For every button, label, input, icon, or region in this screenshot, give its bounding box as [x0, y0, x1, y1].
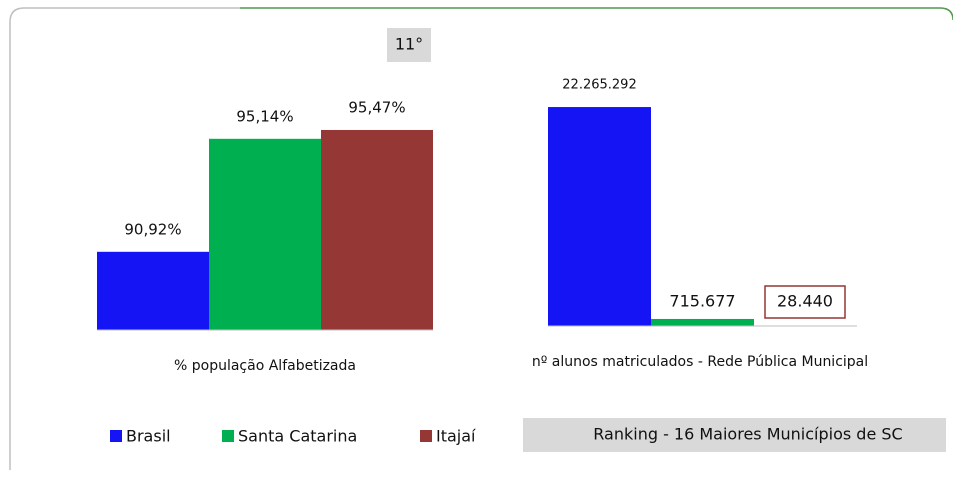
- bar: [209, 138, 321, 330]
- value-label: 28.440: [777, 292, 833, 311]
- ranking-box: [523, 418, 946, 452]
- value-label: 90,92%: [124, 220, 181, 238]
- frame-top: [240, 7, 953, 21]
- badge: 11°: [395, 35, 423, 54]
- value-label: 95,47%: [348, 98, 405, 116]
- bar: [651, 318, 754, 326]
- highlight-box: [764, 285, 846, 319]
- legend-swatch: [110, 430, 122, 442]
- badge-box: [387, 28, 431, 62]
- frame-left: [9, 7, 240, 470]
- ranking: Ranking - 16 Maiores Municípios de SC: [593, 425, 902, 444]
- bar: [97, 251, 209, 330]
- value-label: 715.677: [669, 292, 735, 311]
- legend-label: Brasil: [126, 427, 171, 446]
- legend-label: Santa Catarina: [238, 427, 357, 446]
- bar: [548, 107, 651, 327]
- bar: [321, 129, 433, 330]
- value-label: 95,14%: [236, 107, 293, 125]
- legend-swatch: [222, 430, 234, 442]
- x-axis-label: % população Alfabetizada: [174, 358, 356, 374]
- value-label: 22.265.292: [562, 78, 636, 93]
- legend-label: Itajaí: [436, 427, 476, 446]
- legend-swatch: [420, 430, 432, 442]
- x-axis-label: nº alunos matriculados - Rede Pública Mu…: [532, 354, 868, 370]
